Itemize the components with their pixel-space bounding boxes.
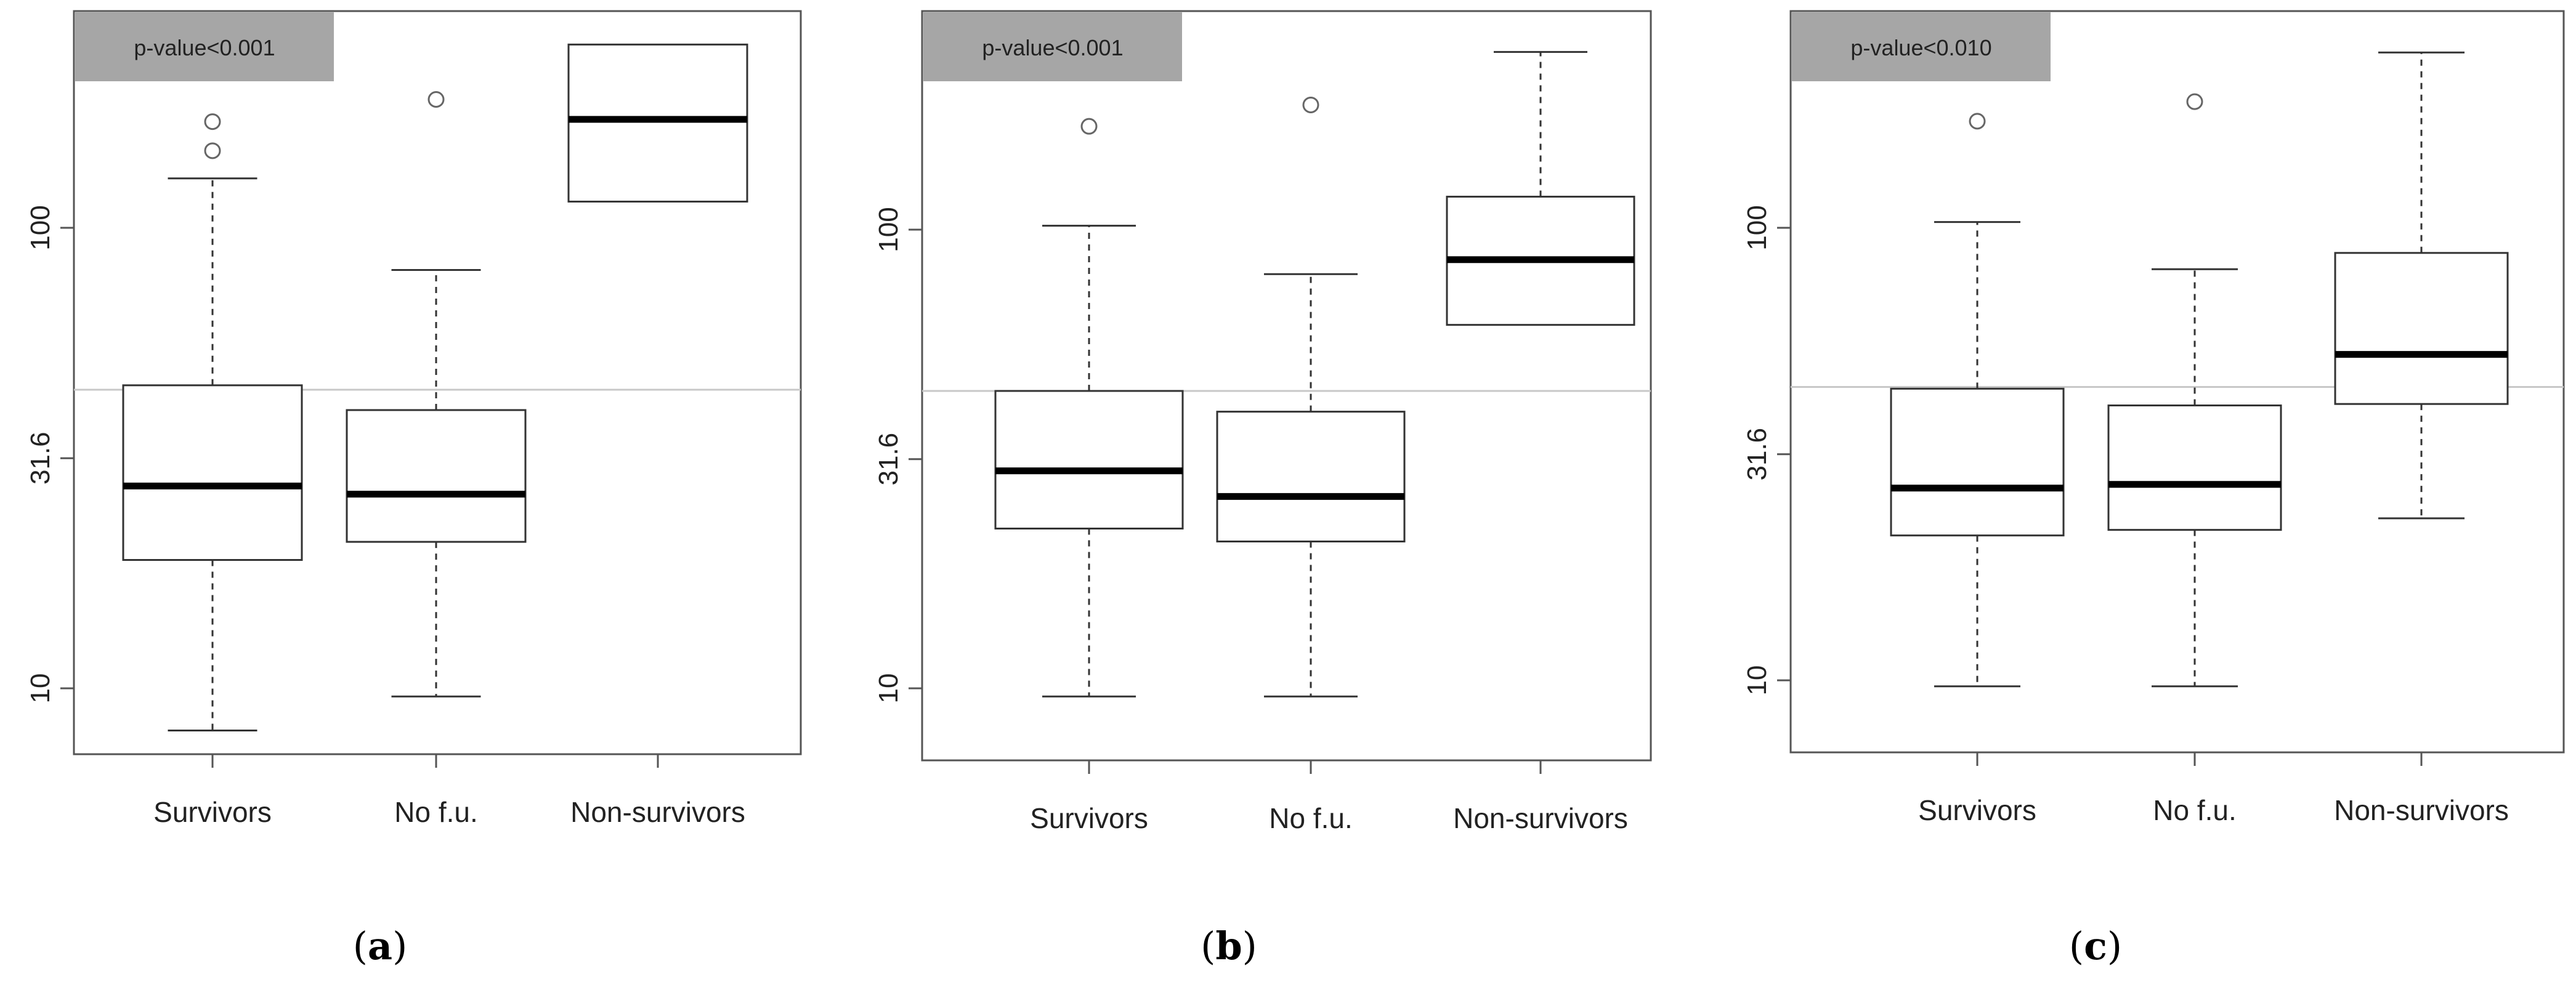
box-iqr [2107,404,2282,531]
p-value-box [75,12,334,81]
outlier-point [204,113,221,131]
plot-panel-b: 10 31.6 100 Survivors No f.u. Non-survivors p-… [873,10,1652,834]
box-no-f-u [346,91,527,698]
x-tick-label: No f.u. [1269,802,1353,834]
p-value-box [923,12,1182,81]
box-iqr [346,409,527,543]
box-non-survivors [1446,50,1635,326]
y-tick-label: 100 [25,205,55,250]
y-tick-label: 10 [25,674,55,704]
plot-frame [73,10,802,755]
y-tick-label: 100 [873,207,904,252]
box-iqr [994,390,1184,530]
box-survivors [1890,113,2065,688]
x-tick-label: No f.u. [394,796,478,828]
y-tick-label: 10 [873,674,904,704]
x-tick-label: Non-survivors [2334,794,2509,826]
box-iqr [1890,387,2065,537]
x-tick-label: Survivors [153,796,272,828]
plot-panel-c: 10 31.6 100 Survivors No f.u. Non-survivors p-… [1742,10,2565,826]
outlier-point [204,142,221,159]
caption-b: (b) [1201,924,1257,968]
p-value-box [1792,12,2051,81]
y-tick-label: 10 [1742,666,1772,696]
outlier-point [1302,96,1319,113]
box-non-survivors [2334,51,2509,520]
box-iqr [1216,411,1406,542]
caption-c: (c) [2068,924,2123,968]
x-tick-label: Survivors [1030,802,1148,834]
plot-frame [921,10,1652,762]
p-value-label: p-value<0.001 [134,35,275,60]
y-tick-label: 31.6 [873,433,904,486]
box-survivors [122,113,303,731]
x-tick-label: No f.u. [2153,794,2237,826]
y-tick-label: 31.6 [1742,428,1772,481]
x-tick-label: Survivors [1918,794,2036,826]
box-no-f-u [2107,93,2282,688]
y-tick-label: 100 [1742,205,1772,250]
box-iqr [122,384,303,561]
x-tick-label: Non-survivors [1453,802,1628,834]
plot-panel-a: 10 31.6 100 Survivors No f.u. Non-survivors p-… [25,10,802,828]
p-value-label: p-value<0.001 [982,35,1123,60]
outlier-point [1080,118,1098,135]
p-value-label: p-value<0.010 [1850,35,1991,60]
box-iqr [2334,252,2509,405]
outlier-point [2186,93,2203,110]
outlier-point [427,91,445,108]
box-non-survivors [567,43,748,203]
box-iqr [567,43,748,203]
y-tick-label: 31.6 [25,432,55,485]
outlier-point [1969,113,1986,130]
caption-a: (a) [352,924,408,968]
box-no-f-u [1216,96,1406,698]
x-tick-label: Non-survivors [570,796,745,828]
plot-frame [1789,10,2565,754]
box-survivors [994,118,1184,698]
